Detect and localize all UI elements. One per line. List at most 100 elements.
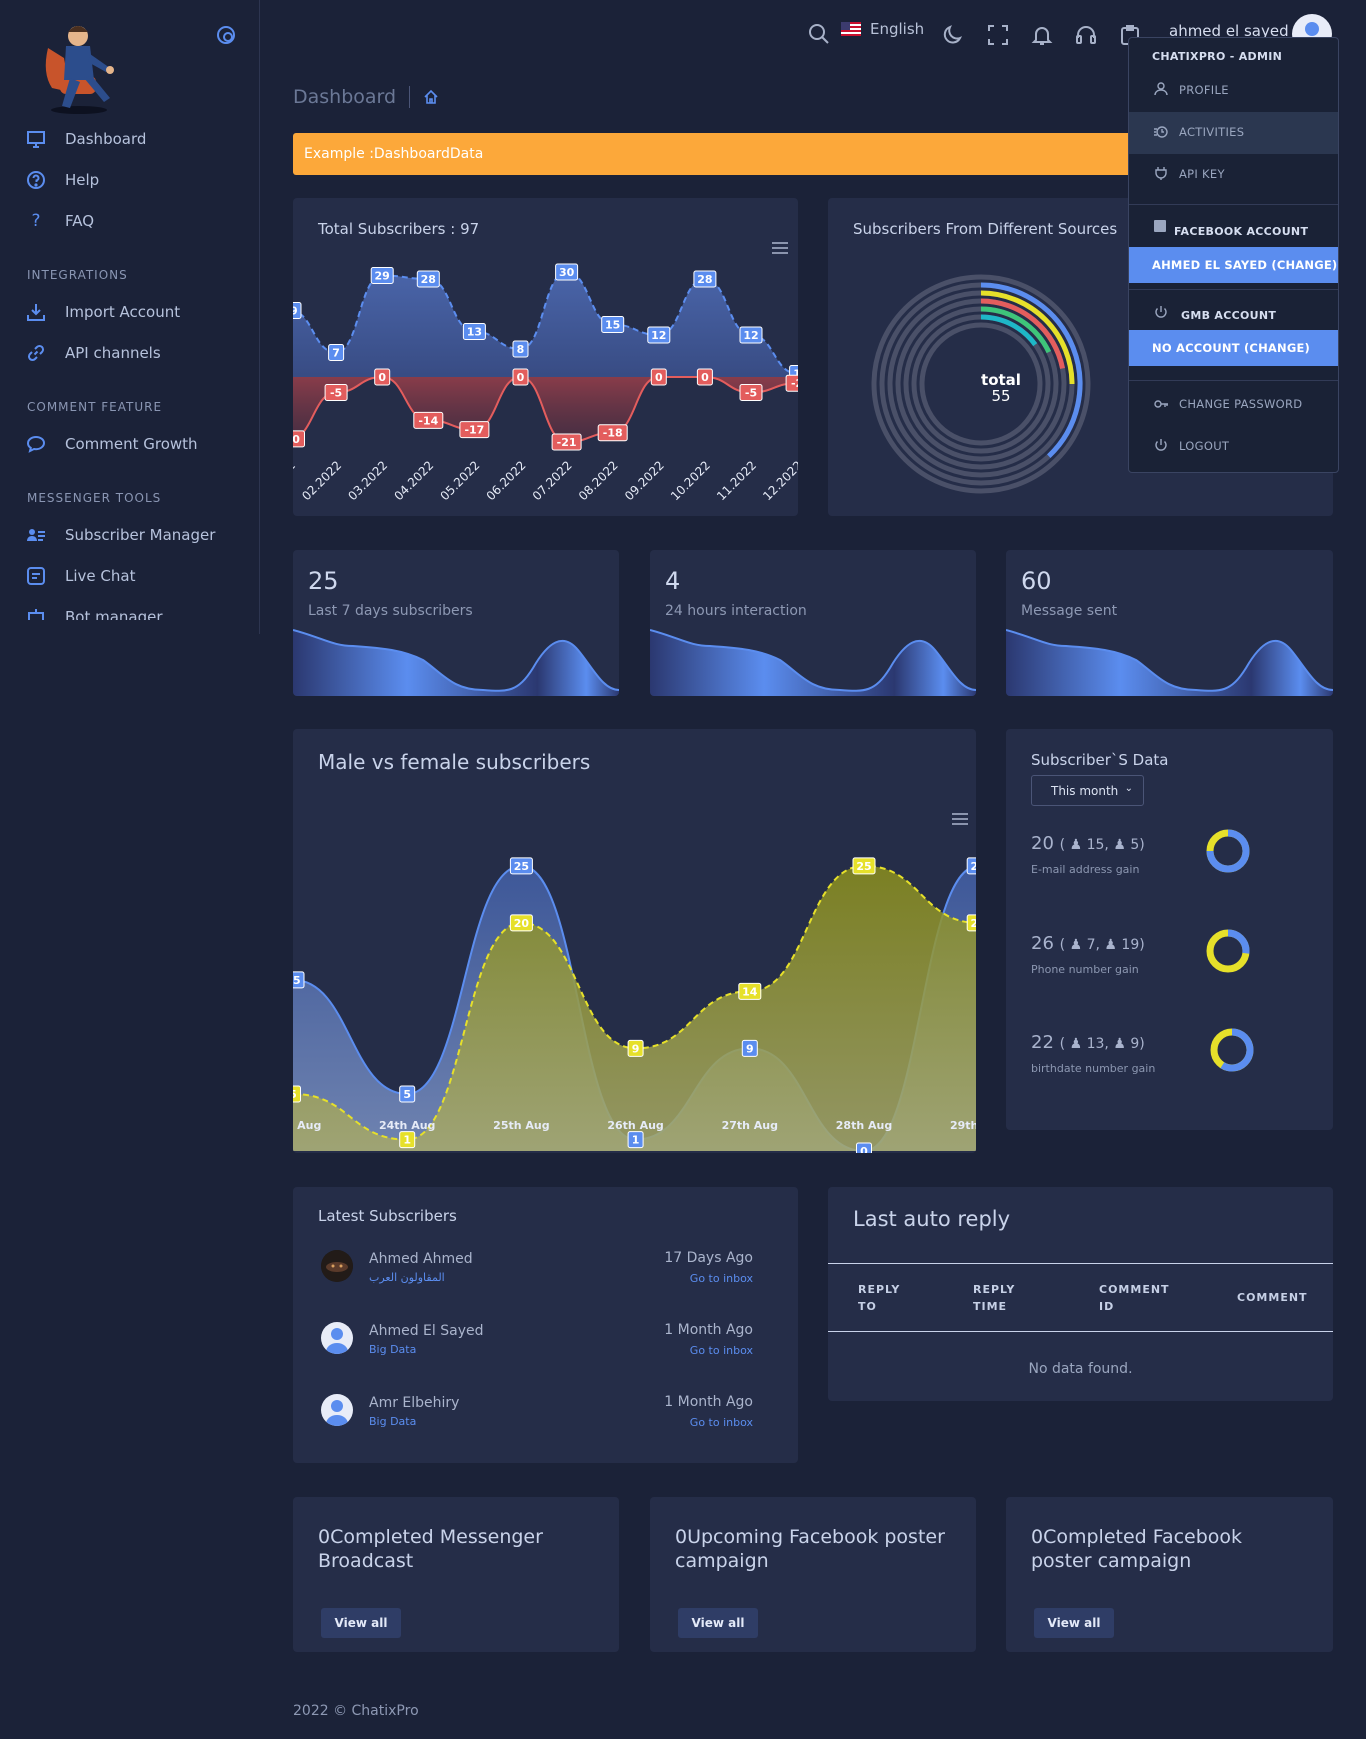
data-label-box	[551, 433, 582, 451]
chevron-down-icon: ⌄	[1124, 783, 1133, 794]
dropdown-header: CHATIXPRO - ADMIN	[1152, 50, 1283, 63]
list-item[interactable]: Amr Elbehiry Big Data 1 Month Ago Go to …	[293, 1394, 783, 1454]
headset-icon[interactable]	[1075, 24, 1097, 46]
gender-chart: 23rd Aug 24th Aug 25th Aug 26th Aug 27th Aug…	[293, 857, 976, 1153]
sidebar-item-help[interactable]: Help	[27, 168, 99, 192]
table-header-reply-to[interactable]: REPLY TO	[858, 1283, 901, 1313]
data-label: 5	[403, 1088, 411, 1101]
gender-chart-card: Male vs female subscribers 23rd Aug 24th …	[293, 729, 976, 1153]
sidebar-toggle-icon[interactable]	[217, 26, 235, 44]
sidebar-item-import-account[interactable]: Import Account	[27, 300, 180, 324]
menu-item-profile[interactable]: PROFILE	[1129, 70, 1338, 110]
power-icon	[1154, 304, 1168, 323]
search-icon[interactable]	[808, 23, 830, 45]
x-tick-label: 10.2022	[668, 458, 713, 503]
table-header-reply-time[interactable]: REPLY TIME	[973, 1283, 1016, 1313]
go-to-inbox-link[interactable]: Go to inbox	[689, 1272, 753, 1285]
data-label-box	[370, 267, 394, 284]
sd-male: 7	[1086, 937, 1096, 953]
data-label: 9	[632, 1042, 640, 1055]
data-label: 28	[421, 273, 436, 286]
sidebar-item-bot-manager[interactable]: Bot manager	[27, 605, 163, 620]
data-label: 0	[517, 371, 525, 384]
logo[interactable]	[30, 18, 128, 116]
sidebar-item-label: Subscriber Manager	[65, 526, 216, 544]
view-all-button[interactable]: View all	[678, 1608, 758, 1638]
data-label: 25	[971, 860, 976, 873]
view-all-button[interactable]: View all	[1034, 1608, 1114, 1638]
moon-icon[interactable]	[942, 24, 964, 46]
subscriber-time: 17 Days Ago	[664, 1250, 753, 1266]
sidebar: Dashboard Help ? FAQ INTEGRATIONS Import…	[0, 0, 260, 634]
gmb-account-header: GMB ACCOUNT	[1181, 309, 1277, 322]
data-label: 12	[743, 329, 758, 342]
list-item[interactable]: Ahmed Ahmed المقاولون العرب 17 Days Ago …	[293, 1250, 783, 1310]
go-to-inbox-link[interactable]: Go to inbox	[689, 1416, 753, 1429]
subscriber-page: المقاولون العرب	[369, 1271, 445, 1284]
breadcrumb: Dashboard	[293, 86, 439, 108]
email-gain-row: 20 ( ♟ 15, ♟ 5) E-mail address gain	[1006, 833, 1326, 903]
donut-slice	[980, 314, 1038, 347]
home-icon[interactable]	[423, 89, 439, 105]
sidebar-item-comment-growth[interactable]: Comment Growth	[27, 432, 198, 456]
donut-track	[871, 274, 1091, 494]
sparkline-area	[650, 630, 976, 696]
birthdate-gain-row: 22 ( ♟ 13, ♟ 9) birthdate number gain	[1006, 1032, 1326, 1102]
bell-icon[interactable]	[1031, 24, 1053, 46]
stat-label: Last 7 days subscribers	[308, 603, 473, 619]
language-selector[interactable]: English	[841, 20, 924, 38]
subscriber-name: Ahmed El Sayed	[369, 1323, 484, 1339]
help-circle-icon	[27, 171, 45, 189]
go-to-inbox-link[interactable]: Go to inbox	[689, 1344, 753, 1357]
sd-female: 19	[1121, 937, 1140, 953]
username[interactable]: ahmed el sayed	[1169, 22, 1289, 40]
menu-item-api-key[interactable]: API KEY	[1129, 154, 1338, 194]
menu-item-logout[interactable]: LOGOUT	[1129, 426, 1338, 466]
facebook-account-change[interactable]: AHMED EL SAYED (CHANGE)	[1129, 247, 1338, 283]
menu-item-activities[interactable]: ACTIVITIES	[1129, 112, 1338, 154]
data-label: 13	[467, 326, 482, 339]
x-tick-label: 26th Aug	[607, 1119, 663, 1132]
data-label: 1	[403, 1134, 411, 1147]
period-select-value: This month	[1051, 784, 1119, 798]
table-header-comment[interactable]: COMMENT	[1237, 1291, 1308, 1304]
donut-slice	[980, 298, 1065, 369]
sidebar-item-dashboard[interactable]: Dashboard	[27, 127, 146, 151]
sidebar-item-live-chat[interactable]: Live Chat	[27, 564, 135, 588]
stat-card-24h-interaction: 4 24 hours interaction	[650, 550, 976, 696]
sd-value: 22 ( ♟ 13, ♟ 9)	[1031, 1032, 1145, 1053]
view-all-button[interactable]: View all	[321, 1608, 401, 1638]
x-tick-label: 25th Aug	[493, 1119, 549, 1132]
card-title: Subscriber`S Data	[1031, 751, 1169, 769]
table-header-comment-id[interactable]: COMMENT ID	[1099, 1283, 1170, 1313]
chart-menu-icon[interactable]	[952, 813, 968, 825]
users-list-icon	[27, 526, 45, 544]
key-icon	[1154, 396, 1168, 410]
sd-value: 26 ( ♟ 7, ♟ 19)	[1031, 933, 1145, 954]
period-select[interactable]: This month ⌄	[1031, 775, 1144, 806]
data-label: 20	[971, 917, 976, 930]
stat-label: 24 hours interaction	[665, 603, 807, 619]
sources-chart	[871, 274, 1091, 494]
gmb-account-change[interactable]: NO ACCOUNT (CHANGE)	[1129, 330, 1338, 366]
sidebar-item-subscriber-manager[interactable]: Subscriber Manager	[27, 523, 215, 547]
fullscreen-icon[interactable]	[987, 24, 1009, 46]
cta-card-upcoming-poster: 0Upcoming Facebook poster campaign View …	[650, 1497, 976, 1652]
card-title: Latest Subscribers	[318, 1207, 457, 1225]
data-label: 14	[742, 985, 758, 998]
data-label: 7	[332, 347, 340, 360]
sidebar-item-api-channels[interactable]: API channels	[27, 341, 161, 365]
sidebar-item-faq[interactable]: ? FAQ	[27, 209, 94, 233]
data-label: 0	[701, 371, 709, 384]
chart-menu-icon[interactable]	[772, 242, 788, 254]
list-item[interactable]: Ahmed El Sayed Big Data 1 Month Ago Go t…	[293, 1322, 783, 1382]
data-label-box	[739, 326, 763, 344]
menu-item-change-password[interactable]: CHANGE PASSWORD	[1129, 384, 1338, 424]
data-label-box	[293, 971, 305, 989]
x-tick-label: 11.2022	[714, 458, 759, 503]
data-label-box	[509, 914, 533, 932]
total-subscribers-chart: 197292813830151228121-20-50-14-170-21-18…	[293, 263, 798, 503]
sidebar-item-label: Help	[65, 171, 100, 189]
bot-icon	[27, 608, 45, 620]
language-label: English	[870, 20, 925, 38]
